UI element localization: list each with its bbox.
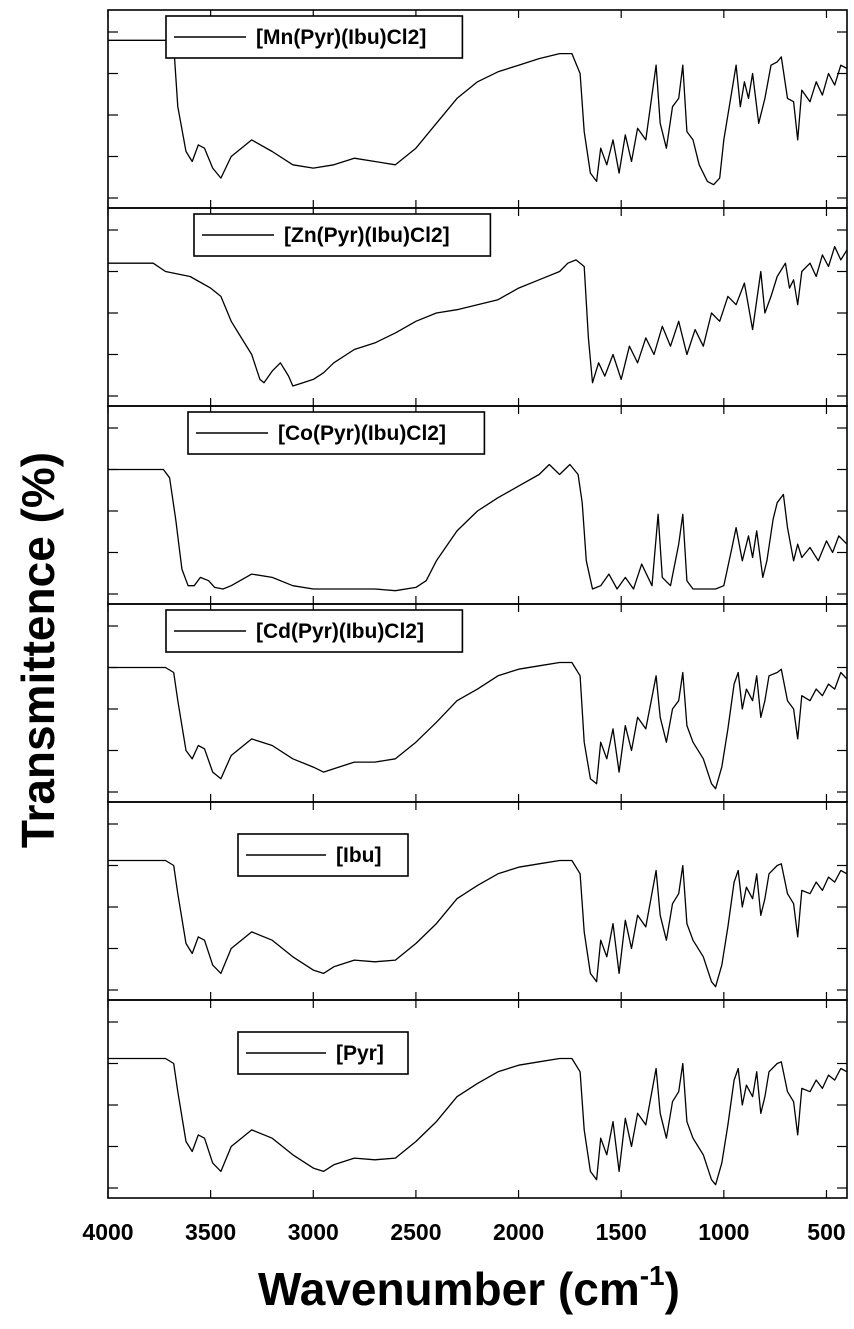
x-axis-label-sup: -1 [639,1260,665,1291]
legend-label: [Cd(Pyr)(Ibu)Cl2] [256,620,424,643]
legend-label: [Mn(Pyr)(Ibu)Cl2] [256,26,426,49]
x-tick-label: 2000 [493,1219,544,1245]
x-tick-label: 2500 [390,1219,441,1245]
x-tick-label: 1000 [698,1219,749,1245]
x-axis-label-main: Wavenumber (cm [258,1263,640,1315]
panel-frame [107,999,848,1199]
spectrum-line [108,39,848,186]
legend-label: [Ibu] [336,844,381,867]
legend-label: [Zn(Pyr)(Ibu)Cl2] [284,224,450,247]
x-tick-label: 500 [807,1219,845,1245]
legend-box [165,15,464,59]
legend-label: [Pyr] [336,1042,384,1065]
legend-label: [Co(Pyr)(Ibu)Cl2] [278,422,446,445]
spectrum-line [108,463,848,592]
spectrum-line [108,1057,848,1186]
x-tick-label: 1500 [596,1219,647,1245]
x-axis-label-close: ) [664,1263,680,1315]
x-tick-label: 4000 [82,1219,133,1245]
spectrum-line [108,245,848,387]
spectrum-line [108,661,848,790]
spectrum-line [108,859,848,988]
x-tick-label: 3500 [185,1219,236,1245]
x-tick-label: 3000 [288,1219,339,1245]
x-axis-label: Wavenumber (cm-1) [258,1260,680,1316]
panel-frame [107,801,848,1001]
